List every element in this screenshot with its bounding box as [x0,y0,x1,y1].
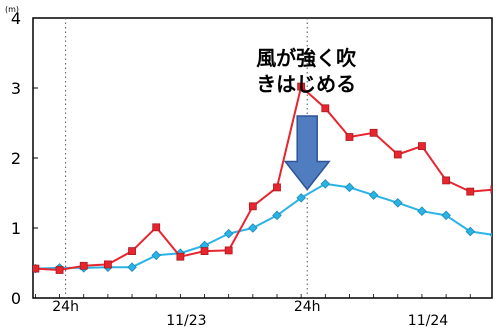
data-point-square [418,142,426,151]
y-tick-label: 3 [11,79,21,98]
data-point-diamond [296,193,306,203]
data-point-diamond [320,179,331,189]
x-tick-label: 11/23 [166,313,206,329]
data-point-square [224,246,233,255]
data-point-square [345,133,354,141]
data-point-diamond [489,232,492,238]
data-point-diamond [465,226,476,237]
y-tick-label: 0 [11,289,21,308]
unit-label: (m) [5,5,19,14]
annotation-text-line: 風が強く吹 [256,46,357,70]
data-point-diamond [441,210,451,221]
annotation-text-line: きはじめる [256,72,356,96]
annotation-arrow [283,115,331,191]
series-line-1 [35,182,492,270]
data-point-diamond [248,223,258,233]
data-point-square [103,260,112,269]
data-point-square [273,183,281,192]
data-point-square [393,150,402,159]
data-point-square [466,187,475,196]
data-point-diamond [344,182,355,193]
data-point-square [369,128,378,137]
data-point-square [176,252,185,261]
data-point-square [55,266,64,274]
data-point-diamond [417,206,427,216]
x-tick-label: 11/24 [408,313,448,329]
x-tick-label: 24h [294,299,321,315]
data-point-diamond [127,262,137,272]
data-point-square [33,264,40,273]
series-group [33,82,492,274]
series-line-0 [35,85,492,271]
data-point-diamond [223,228,234,239]
data-point-square [248,202,257,211]
data-point-square [490,185,492,194]
y-tick-label: 1 [11,219,21,238]
data-point-diamond [272,210,282,221]
data-point-square [79,261,88,270]
data-point-square [128,247,136,256]
y-tick-label: 2 [11,149,21,168]
data-point-square [297,82,306,91]
data-point-square [321,104,330,113]
data-point-diamond [393,198,403,208]
data-point-square [442,176,451,185]
data-point-diamond [368,190,379,200]
y-tick-label: 4 [11,9,21,28]
x-tick-label: 24h [52,299,79,315]
data-point-square [152,223,161,232]
data-point-diamond [151,250,161,261]
data-point-square [200,247,209,256]
